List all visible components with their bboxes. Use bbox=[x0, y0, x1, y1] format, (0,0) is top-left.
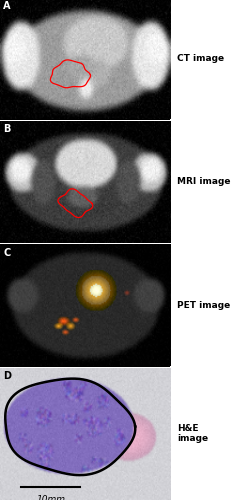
Text: 10mm: 10mm bbox=[36, 496, 65, 500]
Text: MRI image: MRI image bbox=[177, 177, 231, 186]
Text: B: B bbox=[3, 124, 11, 134]
Text: CT image: CT image bbox=[177, 54, 224, 62]
Text: C: C bbox=[3, 248, 11, 258]
Text: H&E
image: H&E image bbox=[177, 424, 208, 444]
Text: A: A bbox=[3, 0, 11, 10]
Text: PET image: PET image bbox=[177, 300, 230, 310]
Text: D: D bbox=[3, 372, 11, 382]
